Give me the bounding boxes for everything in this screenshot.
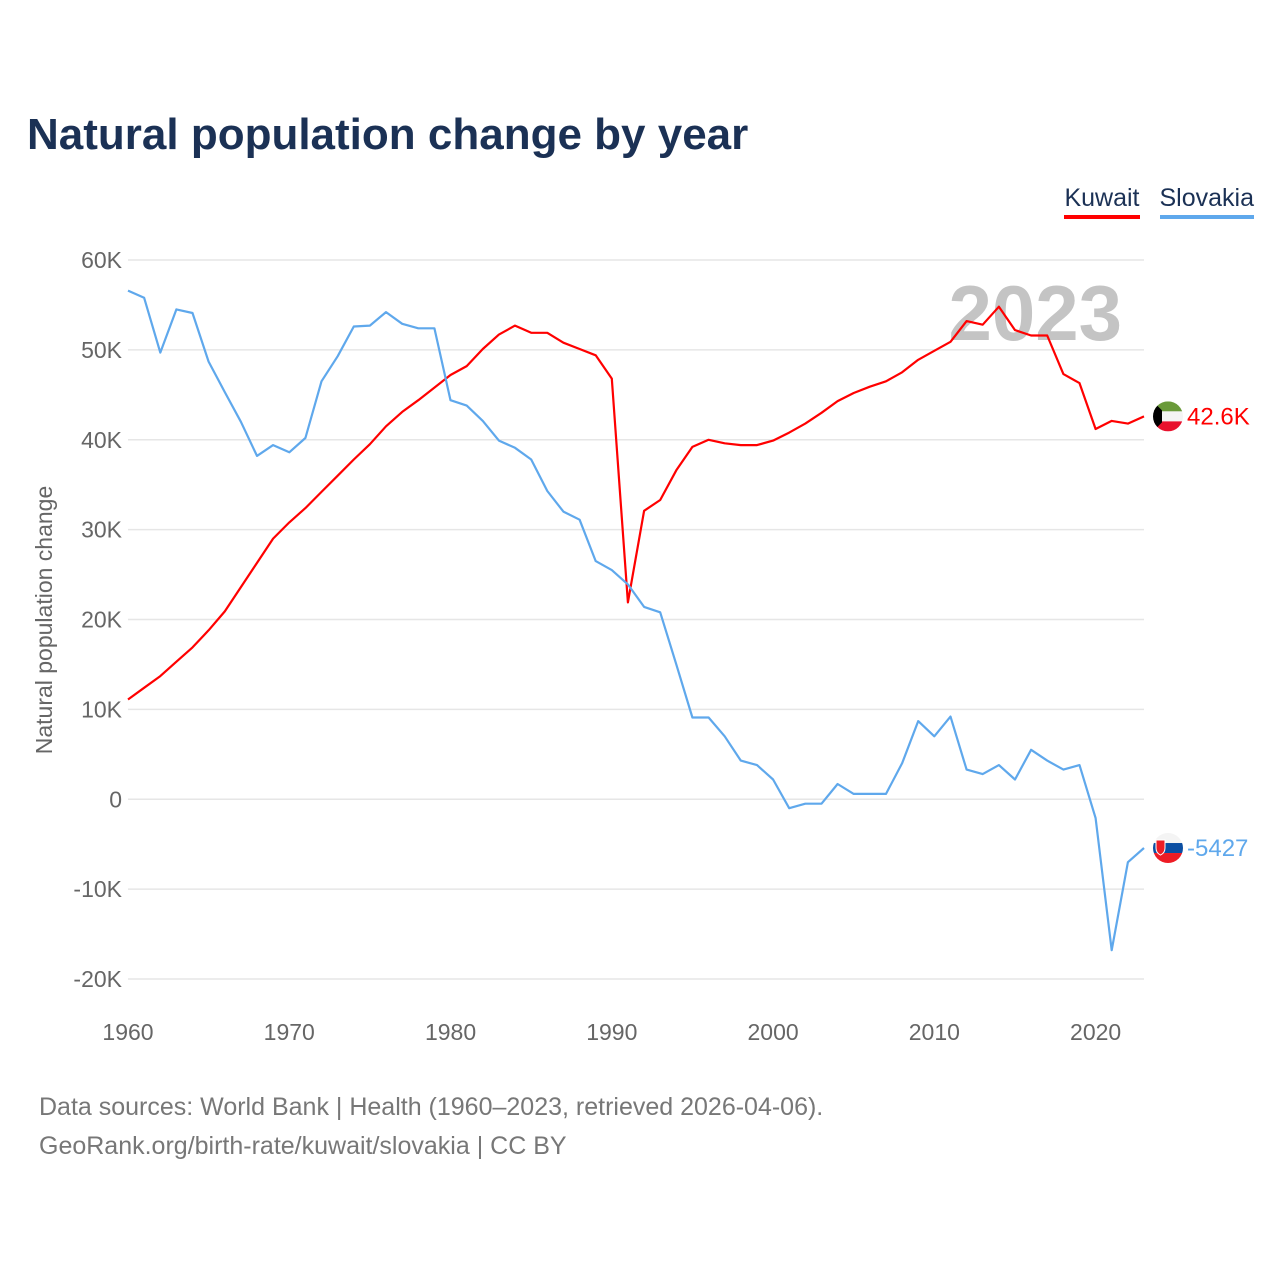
y-tick-label: -20K xyxy=(73,966,122,992)
legend-slovakia[interactable]: Slovakia xyxy=(1159,184,1254,219)
y-tick-label: 60K xyxy=(81,247,123,273)
y-tick-label: -10K xyxy=(73,876,122,902)
legend: Kuwait Slovakia xyxy=(1064,184,1254,219)
x-tick-label: 2010 xyxy=(909,1019,960,1045)
x-tick-label: 2000 xyxy=(747,1019,798,1045)
x-tick-label: 1980 xyxy=(425,1019,476,1045)
data-source-text: Data sources: World Bank | Health (1960–… xyxy=(39,1093,824,1121)
x-tick-label: 1960 xyxy=(102,1019,153,1045)
kuwait-end-label: 42.6K xyxy=(1187,403,1250,430)
y-tick-label: 40K xyxy=(81,427,123,453)
x-tick-label: 1990 xyxy=(586,1019,637,1045)
slovakia-flag-icon xyxy=(1153,833,1183,864)
y-tick-label: 20K xyxy=(81,607,123,633)
slovakia-end-label: -5427 xyxy=(1187,835,1248,862)
footer: Data sources: World Bank | Health (1960–… xyxy=(39,1088,823,1166)
y-tick-label: 0 xyxy=(109,786,122,812)
series-line-kuwait[interactable] xyxy=(127,305,1145,701)
x-tick-label: 1970 xyxy=(264,1019,315,1045)
year-watermark: 2023 xyxy=(948,269,1122,357)
y-axis-label: Natural population change xyxy=(31,486,57,755)
y-tick-label: 10K xyxy=(81,696,123,722)
series-line-slovakia[interactable] xyxy=(127,289,1145,952)
legend-kuwait[interactable]: Kuwait xyxy=(1064,184,1140,219)
y-tick-label: 50K xyxy=(81,337,123,363)
chart-title: Natural population change by year xyxy=(27,110,749,159)
source-url-text: GeoRank.org/birth-rate/kuwait/slovakia |… xyxy=(39,1132,567,1160)
x-tick-label: 2020 xyxy=(1070,1019,1121,1045)
kuwait-flag-icon xyxy=(1153,401,1183,432)
y-tick-label: 30K xyxy=(81,517,123,543)
